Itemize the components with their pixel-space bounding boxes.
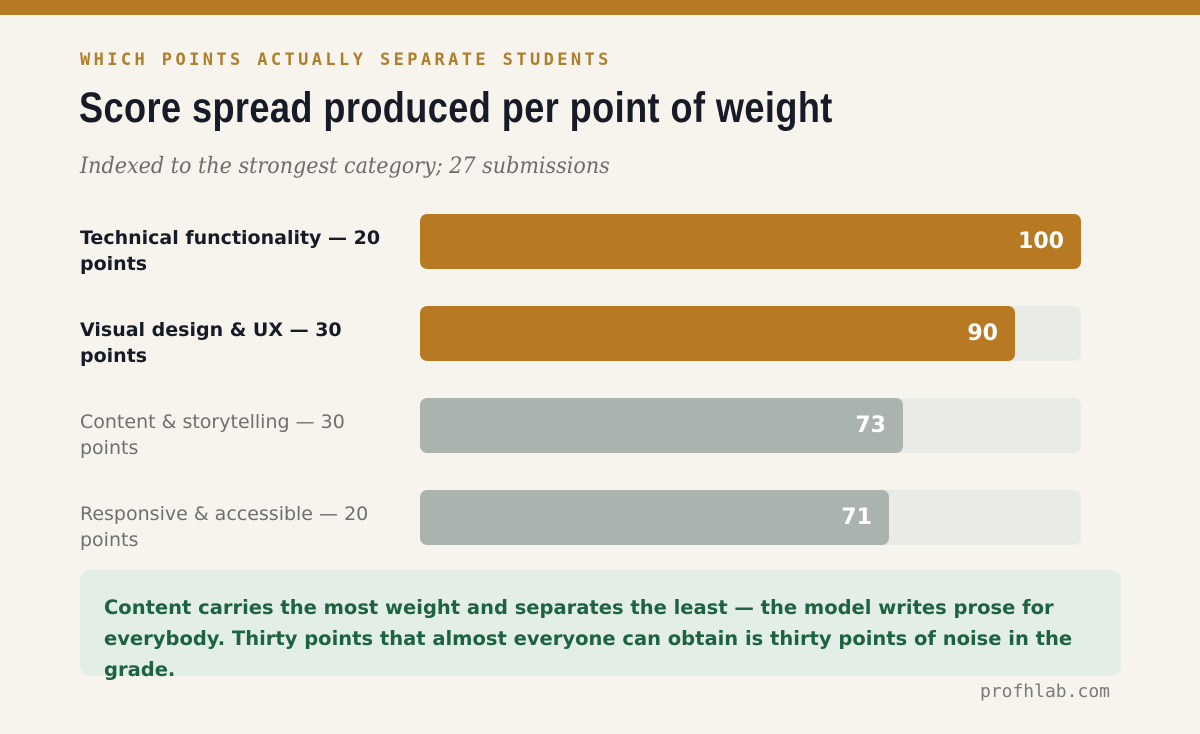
bar-row: Technical functionality — 20 points 100 xyxy=(0,214,1200,275)
category-label: Content & storytelling — 30 points xyxy=(80,411,345,459)
bar-row: Content & storytelling — 30 points 73 xyxy=(0,398,1200,459)
bar-value-label: 71 xyxy=(841,505,872,530)
bar-row: Visual design & UX — 30 points 90 xyxy=(0,306,1200,367)
category-label: Responsive & accessible — 20 points xyxy=(80,503,369,551)
footer-site: profhlab.com xyxy=(979,681,1110,702)
bar-value-label: 73 xyxy=(855,413,886,438)
chart-title: Score spread produced per point of weigh… xyxy=(79,84,833,132)
insight-callout: Content carries the most weight and sepa… xyxy=(80,570,1121,681)
chart-subtitle: Indexed to the strongest category; 27 su… xyxy=(80,154,610,179)
bar-track: 73 xyxy=(420,398,1081,453)
category-label: Visual design & UX — 30 points xyxy=(80,319,342,367)
bar-track: 100 xyxy=(420,214,1081,269)
bar-value-label: 90 xyxy=(967,321,998,346)
bar: 90 xyxy=(420,306,1015,361)
bar-track: 90 xyxy=(420,306,1081,361)
category-label: Technical functionality — 20 points xyxy=(80,227,381,275)
bar-row: Responsive & accessible — 20 points 71 xyxy=(0,490,1200,551)
bar-track: 71 xyxy=(420,490,1081,545)
top-accent-bar xyxy=(0,0,1200,15)
bar: 73 xyxy=(420,398,903,453)
bar: 71 xyxy=(420,490,889,545)
bar: 100 xyxy=(420,214,1081,269)
bar-value-label: 100 xyxy=(1018,229,1064,254)
eyebrow-label: WHICH POINTS ACTUALLY SEPARATE STUDENTS xyxy=(80,50,612,70)
callout-text: Content carries the most weight and sepa… xyxy=(104,596,1073,681)
